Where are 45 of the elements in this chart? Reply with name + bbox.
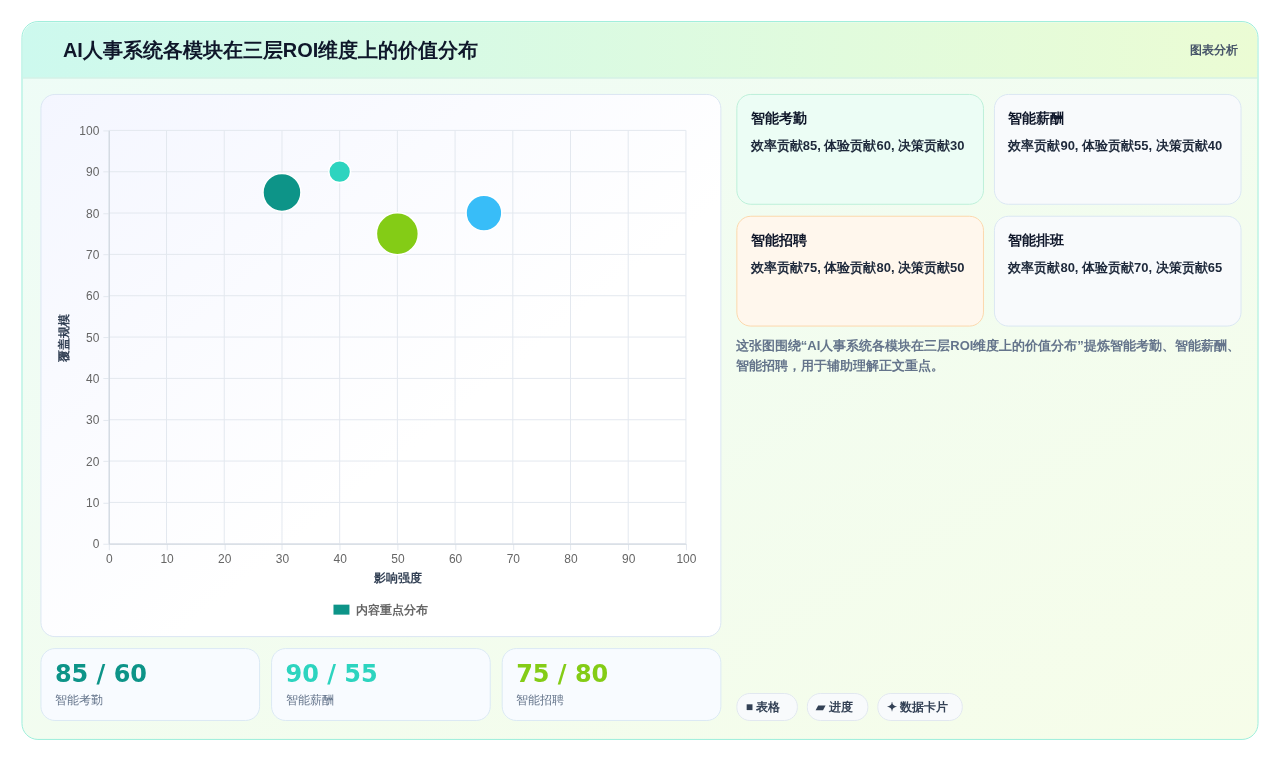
text: 效率贡献90, 体验贡献55, 决策贡献40 [1007,138,1223,154]
text: ■ 表格 [745,699,782,714]
x-tick-label: 10 [160,552,175,567]
legend-label: 内容重点分布 [356,602,429,617]
x-tick-label: 40 [333,552,348,567]
text: 85 / 60 [54,659,148,688]
text: ▰ 进度 [815,699,853,714]
y-tick-label: 0 [92,537,100,552]
y-tick-label: 40 [86,371,100,386]
y-axis-title: 覆盖规模 [57,313,72,363]
x-tick-label: 20 [218,552,232,567]
text: 效率贡献80, 体验贡献70, 决策贡献65 [1007,260,1223,276]
y-tick-label: 50 [86,330,100,345]
y-tick-label: 10 [86,495,100,510]
x-tick-label: 70 [506,552,521,567]
x-tick-label: 50 [391,552,405,567]
x-axis-title: 影响强度 [372,571,422,586]
category-label: 智能招聘 [516,693,565,708]
y-tick-label: 60 [86,289,100,304]
text: 效率贡献85, 体验贡献60, 决策贡献30 [749,138,965,154]
category-label: 智能招聘 [749,232,807,249]
category-label: 智能考勤 [749,110,807,127]
category-label: 智能薪酬 [285,693,334,708]
text: 效率贡献75, 体验贡献80, 决策贡献50 [749,260,965,276]
y-tick-label: 70 [86,247,100,262]
y-tick-label: 20 [86,454,100,469]
text: 90 / 55 [285,659,378,688]
category-label: 智能排班 [1007,232,1065,249]
category-label: 智能考勤 [54,693,103,708]
x-tick-label: 30 [275,552,290,567]
text: ✦ 数据卡片 [886,699,949,714]
y-tick-label: 100 [79,123,100,138]
x-tick-label: 90 [622,552,636,567]
text: 图表分析 [1190,42,1239,57]
y-tick-label: 30 [86,413,100,428]
category-label: 智能薪酬 [1007,110,1065,127]
chart-title: AI人事系统各模块在三层ROI维度上的价值分布 [62,38,479,61]
x-tick-label: 100 [676,552,697,567]
x-tick-label: 60 [448,552,463,567]
y-tick-label: 80 [86,206,100,221]
y-tick-label: 90 [86,165,100,180]
text: 75 / 80 [516,659,609,688]
text: 这张图围绕“AI人事系统各模块在三层ROI维度上的价值分布”提炼智能考勤、智能薪酬、智能招聘，用于辅助理解正文重点。 [734,338,1240,374]
x-tick-label: 80 [564,552,578,567]
x-tick-label: 0 [105,552,113,567]
